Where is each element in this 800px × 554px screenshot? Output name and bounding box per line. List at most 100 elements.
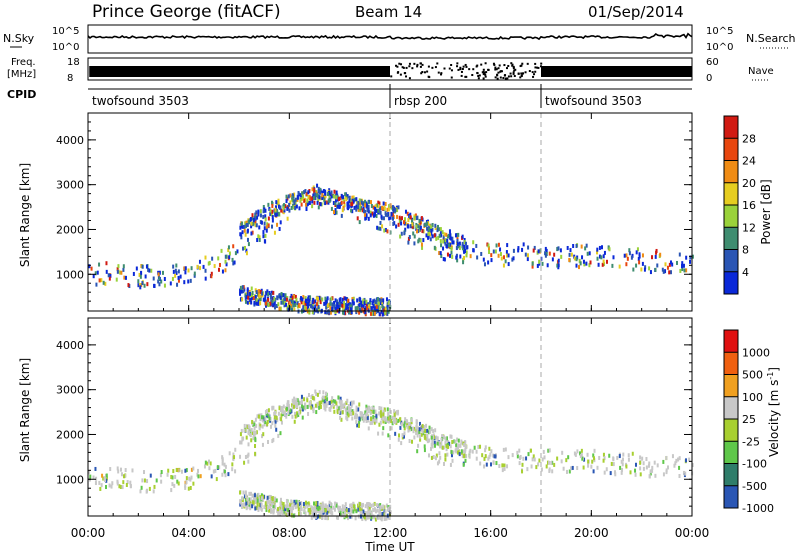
power-point (369, 210, 372, 215)
velocity-point (382, 426, 385, 431)
velocity-point (370, 420, 373, 425)
power-point (282, 300, 285, 305)
velocity-point (313, 506, 316, 511)
power-point (352, 296, 355, 301)
velocity-point (570, 466, 573, 471)
velocity-point (109, 467, 112, 472)
power-point (381, 304, 384, 309)
power-point (300, 296, 303, 301)
station-title: Prince George (fitACF) (92, 2, 281, 22)
velocity-point (122, 474, 125, 479)
power-point (526, 257, 529, 262)
power-point (347, 301, 350, 306)
velocity-point (254, 438, 257, 443)
power-point (285, 297, 288, 302)
power-point (388, 216, 391, 221)
power-point (270, 290, 273, 295)
power-point (220, 248, 223, 253)
noise-right-tick-bottom: 10^0 (706, 42, 733, 53)
power-point (625, 262, 628, 267)
power-point (384, 227, 387, 232)
velocity-point (580, 453, 583, 458)
power-point (355, 197, 358, 202)
colorbar-tick-label: -1000 (742, 502, 774, 515)
velocity-point (374, 409, 377, 414)
velocity-point (649, 469, 652, 474)
colorbar-segment (724, 160, 738, 183)
velocity-point (580, 448, 583, 453)
power-point (391, 213, 394, 218)
power-point (456, 258, 459, 263)
velocity-point (295, 413, 298, 418)
power-point (417, 239, 420, 244)
velocity-point (487, 456, 490, 461)
power-point (463, 237, 466, 242)
velocity-point (282, 502, 285, 507)
power-point (245, 220, 248, 225)
velocity-point (372, 419, 375, 424)
power-point (135, 266, 138, 271)
velocity-point (299, 409, 302, 414)
velocity-point (299, 512, 302, 517)
velocity-point (321, 515, 324, 520)
velocity-point (286, 402, 289, 407)
power-point (430, 225, 433, 230)
velocity-point (298, 410, 301, 415)
velocity-point (516, 454, 519, 459)
power-point (319, 297, 322, 302)
power-point (244, 293, 247, 298)
power-point (336, 197, 339, 202)
velocity-point (376, 508, 379, 513)
velocity-point (438, 459, 441, 464)
power-point (358, 198, 361, 203)
velocity-point (293, 499, 296, 504)
velocity-point (146, 479, 149, 484)
velocity-point (286, 501, 289, 506)
velocity-point (484, 445, 487, 450)
power-point (108, 276, 111, 281)
velocity-point (403, 434, 406, 439)
velocity-point (349, 512, 352, 517)
velocity-point (430, 427, 433, 432)
power-point (312, 297, 315, 302)
velocity-point (548, 448, 551, 453)
power-point (544, 253, 547, 258)
power-point (353, 205, 356, 210)
power-point (655, 250, 658, 255)
power-point (176, 282, 179, 287)
velocity-point (260, 434, 263, 439)
power-point (307, 190, 310, 195)
nave-point (436, 62, 439, 65)
velocity-point (521, 469, 524, 474)
power-point (446, 234, 449, 239)
power-point (356, 306, 359, 311)
velocity-point (171, 482, 174, 487)
power-point (294, 294, 297, 299)
velocity-point (426, 428, 429, 433)
power-point (343, 300, 346, 305)
velocity-point (412, 429, 415, 434)
velocity-point (405, 421, 408, 426)
colorbar-segment (724, 205, 738, 228)
power-point (364, 209, 367, 214)
velocity-point (139, 489, 142, 494)
velocity-point (382, 504, 385, 509)
nave-point (408, 65, 411, 68)
power-point (434, 223, 437, 228)
velocity-point (166, 472, 169, 477)
nave-point (462, 65, 465, 68)
power-point (239, 288, 242, 293)
velocity-point (126, 480, 129, 485)
power-point (334, 198, 337, 203)
velocity-point (389, 410, 392, 415)
velocity-point (368, 507, 371, 512)
noise-right-tick-top: 10^5 (706, 26, 733, 37)
power-point (363, 301, 366, 306)
power-point (317, 296, 320, 301)
power-point (641, 261, 644, 266)
y-tick-label: 1000 (56, 473, 84, 486)
power-point (245, 251, 248, 256)
velocity-point (507, 455, 510, 460)
velocity-point (367, 406, 370, 411)
